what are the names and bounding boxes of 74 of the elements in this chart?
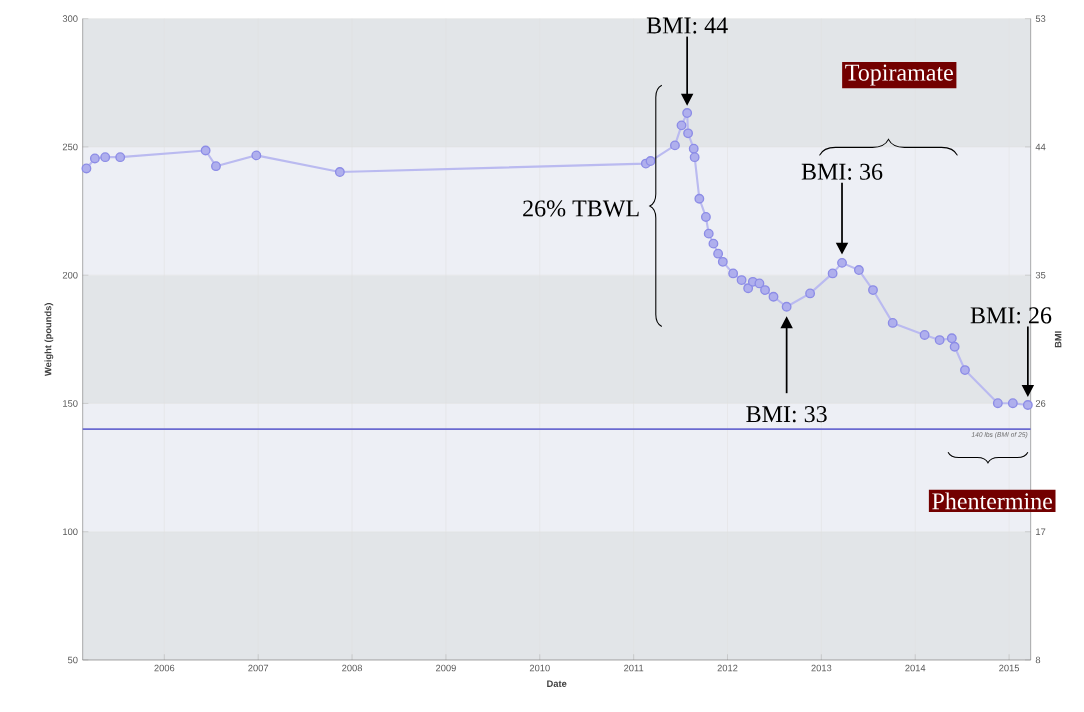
point — [743, 283, 754, 294]
annotation: BMI: 26 — [970, 307, 1052, 324]
point — [100, 152, 111, 163]
annotation: BMI: 36 — [801, 163, 883, 180]
point — [781, 301, 792, 312]
annotation: 26% TBWL — [523, 200, 639, 217]
point — [853, 265, 864, 275]
y-tick-label: 250 — [62, 143, 78, 151]
y2-tick-label: 53 — [1035, 15, 1046, 22]
point — [946, 333, 957, 344]
x-axis-title: Date — [547, 680, 567, 687]
point — [768, 291, 779, 302]
point — [760, 285, 770, 295]
y-tick-label: 100 — [63, 528, 78, 536]
annotation: Phentermine — [932, 492, 1053, 510]
point — [919, 330, 930, 340]
y-tick-label: 150 — [63, 400, 78, 407]
y2-tick-label: 17 — [1036, 528, 1046, 535]
annotation: BMI: 44 — [646, 17, 728, 34]
point — [805, 288, 816, 299]
point — [717, 256, 728, 267]
point — [81, 163, 92, 174]
point — [688, 143, 699, 154]
point — [703, 228, 714, 239]
point — [694, 193, 705, 204]
x-tick-label: 2015 — [999, 664, 1020, 672]
y-tick-label: 300 — [62, 15, 78, 22]
y2-tick-label: 44 — [1035, 143, 1046, 151]
point — [992, 398, 1003, 409]
point — [1022, 400, 1033, 410]
point — [754, 278, 765, 289]
point — [728, 268, 739, 279]
x-tick-label: 2011 — [624, 664, 644, 672]
x-tick-label: 2008 — [342, 664, 363, 672]
y2-tick-label: 26 — [1035, 400, 1046, 407]
point — [700, 212, 711, 222]
y-axis-title: Weight (pounds) — [44, 303, 54, 377]
point — [1007, 398, 1018, 409]
point — [251, 150, 262, 161]
point — [960, 365, 970, 376]
y2-axis-title: BMI — [1054, 331, 1062, 348]
y-tick-label: 50 — [67, 656, 78, 664]
x-tick-label: 2012 — [717, 664, 738, 672]
point — [837, 257, 847, 268]
point — [689, 152, 700, 163]
x-tick-label: 2013 — [811, 664, 832, 672]
point — [827, 268, 838, 279]
point — [115, 152, 126, 163]
point — [934, 335, 945, 346]
point — [736, 275, 747, 285]
point — [683, 128, 694, 139]
y2-tick-label: 8 — [1035, 656, 1041, 664]
annotation: Topiramate — [845, 64, 953, 86]
point — [713, 248, 724, 259]
point — [949, 341, 960, 352]
point — [200, 145, 211, 156]
point — [887, 317, 898, 328]
point — [211, 161, 221, 172]
point — [708, 238, 719, 249]
point — [676, 120, 687, 131]
point — [670, 140, 680, 151]
point — [334, 167, 345, 177]
y-tick-label: 200 — [62, 271, 78, 279]
y2-tick-label: 35 — [1035, 271, 1046, 279]
x-tick-label: 2006 — [154, 664, 175, 672]
annotation: BMI: 33 — [746, 406, 827, 423]
point — [868, 285, 878, 295]
x-tick-label: 2009 — [436, 664, 456, 672]
point — [89, 153, 100, 164]
x-tick-label: 2007 — [248, 664, 269, 672]
point — [645, 156, 656, 166]
point — [682, 108, 693, 118]
x-tick-label: 2010 — [529, 664, 550, 672]
x-tick-label: 2014 — [905, 664, 926, 672]
